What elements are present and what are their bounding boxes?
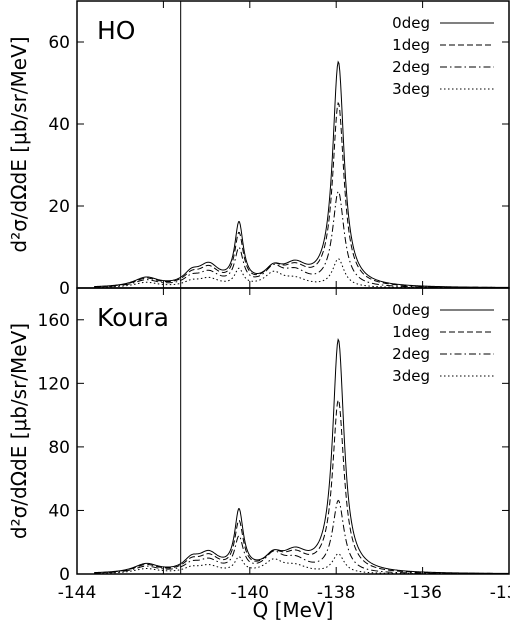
legend-label: 3deg <box>392 367 430 385</box>
x-tick-label: -144 <box>58 583 97 603</box>
y-tick-label: 60 <box>48 33 70 53</box>
legend-label: 2deg <box>392 345 430 363</box>
legend-label: 0deg <box>392 301 430 319</box>
y-axis-label: d²σ/dΩdE [μb/sr/MeV] <box>7 36 31 252</box>
y-tick-label: 120 <box>38 374 70 394</box>
y-tick-label: 0 <box>59 279 70 299</box>
y-tick-label: 20 <box>48 197 70 217</box>
series-line-3deg <box>94 553 509 575</box>
legend-label: 3deg <box>392 80 430 98</box>
panel-frame <box>76 0 510 289</box>
y-tick-label: 0 <box>59 565 70 585</box>
series-line-0deg <box>94 60 510 288</box>
y-tick-label: 40 <box>48 501 70 521</box>
legend-label: 0deg <box>392 14 430 32</box>
series-line-0deg <box>94 337 510 574</box>
y-tick-label: 40 <box>48 115 70 135</box>
series-line-2deg <box>94 499 509 575</box>
x-axis-label: Q [MeV] <box>253 598 334 621</box>
series-line-2deg <box>94 190 509 289</box>
x-tick-label: -134 <box>490 583 510 603</box>
panel-title: HO <box>97 16 135 45</box>
x-tick-label: -142 <box>144 583 183 603</box>
x-tick-label: -138 <box>317 583 356 603</box>
panel-2: 0 40 80 120 160 Koura 0deg 1deg 2deg 3deg d²σ/dΩdE… <box>7 287 510 585</box>
legend-label: 2deg <box>392 58 430 76</box>
panel-title: Koura <box>97 303 169 332</box>
legend-label: 1deg <box>392 323 430 341</box>
series-line-1deg <box>94 101 509 289</box>
y-tick-label: 80 <box>48 438 70 458</box>
x-tick-label: -140 <box>231 583 270 603</box>
legend-label: 1deg <box>392 36 430 54</box>
x-tick-label: -136 <box>403 583 442 603</box>
y-tick-label: 160 <box>38 311 70 331</box>
panel-frame <box>76 287 510 575</box>
y-axis-label: d²σ/dΩdE [μb/sr/MeV] <box>7 323 31 539</box>
series-line-1deg <box>94 398 509 575</box>
series-line-3deg <box>94 258 509 289</box>
legend: 0deg 1deg 2deg 3deg <box>392 14 494 98</box>
panel-1: 0 20 40 60 HO 0deg 1deg 2deg 3deg d²σ/dΩdE [μb/sr… <box>7 0 510 299</box>
legend: 0deg 1deg 2deg 3deg <box>392 301 494 385</box>
